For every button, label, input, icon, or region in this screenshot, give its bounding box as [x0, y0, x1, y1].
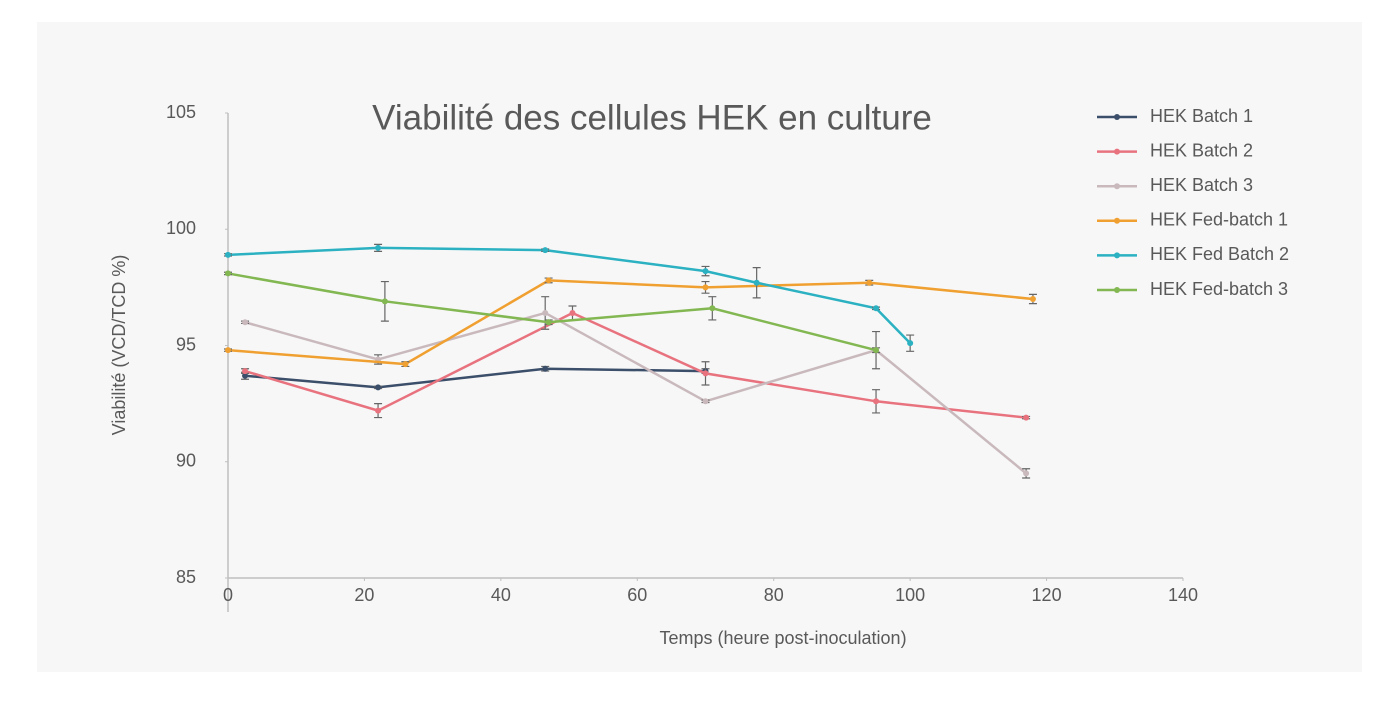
legend-label: HEK Fed-batch 1	[1150, 210, 1288, 230]
data-point	[702, 370, 709, 377]
x-tick-label: 0	[223, 585, 233, 605]
data-point	[542, 309, 549, 316]
data-point	[873, 305, 880, 312]
y-tick-label: 85	[176, 567, 196, 587]
y-tick-label: 100	[166, 218, 196, 238]
data-point	[1023, 414, 1030, 421]
data-point	[709, 305, 716, 312]
legend-marker	[1114, 252, 1120, 259]
legend-marker	[1114, 148, 1120, 155]
x-axis-label: Temps (heure post-inoculation)	[659, 628, 906, 648]
chart-title: Viabilité des cellules HEK en culture	[372, 98, 932, 137]
chart-area	[37, 22, 1362, 672]
series-line	[244, 311, 1027, 475]
y-axis-label: Viabilité (VCD/TCD %)	[109, 255, 129, 436]
data-point	[542, 247, 549, 254]
data-point	[242, 319, 249, 326]
data-point	[753, 279, 760, 286]
series-line	[227, 279, 1034, 366]
x-tick-label: 120	[1032, 585, 1062, 605]
series-line	[244, 311, 1027, 419]
data-point	[1023, 470, 1030, 477]
y-tick-label: 90	[176, 451, 196, 471]
legend-label: HEK Batch 1	[1150, 106, 1253, 126]
data-point	[375, 384, 382, 391]
x-tick-label: 60	[627, 585, 647, 605]
data-point	[545, 319, 552, 326]
data-point	[1029, 296, 1036, 302]
data-point	[873, 398, 880, 405]
data-point	[375, 244, 382, 251]
data-point	[702, 268, 709, 275]
legend-marker	[1114, 217, 1120, 224]
x-tick-label: 80	[764, 585, 784, 605]
x-tick-label: 40	[491, 585, 511, 605]
data-point	[225, 251, 231, 258]
legend-marker	[1114, 114, 1120, 120]
legend-label: HEK Fed-batch 3	[1150, 279, 1288, 299]
legend-label: HEK Batch 3	[1150, 175, 1253, 195]
series-line	[244, 367, 706, 389]
data-point	[242, 372, 249, 379]
data-point	[545, 277, 552, 284]
x-tick-label: 140	[1168, 585, 1198, 605]
data-point	[381, 298, 388, 305]
legend-marker	[1114, 287, 1120, 293]
data-point	[402, 361, 409, 368]
data-point	[569, 309, 576, 316]
data-point	[225, 270, 231, 277]
data-point	[866, 279, 873, 286]
legend-marker	[1114, 183, 1120, 190]
data-point	[907, 340, 914, 347]
data-point	[542, 365, 549, 372]
data-point	[225, 347, 231, 354]
data-point	[702, 284, 709, 291]
data-point	[375, 407, 382, 414]
data-point	[702, 398, 709, 405]
x-tick-label: 100	[895, 585, 925, 605]
y-tick-label: 105	[166, 102, 196, 122]
y-tick-label: 95	[176, 334, 196, 354]
data-point	[873, 347, 880, 354]
legend-label: HEK Batch 2	[1150, 140, 1253, 160]
x-tick-label: 20	[354, 585, 374, 605]
data-point	[242, 368, 249, 375]
legend-label: HEK Fed Batch 2	[1150, 244, 1289, 264]
